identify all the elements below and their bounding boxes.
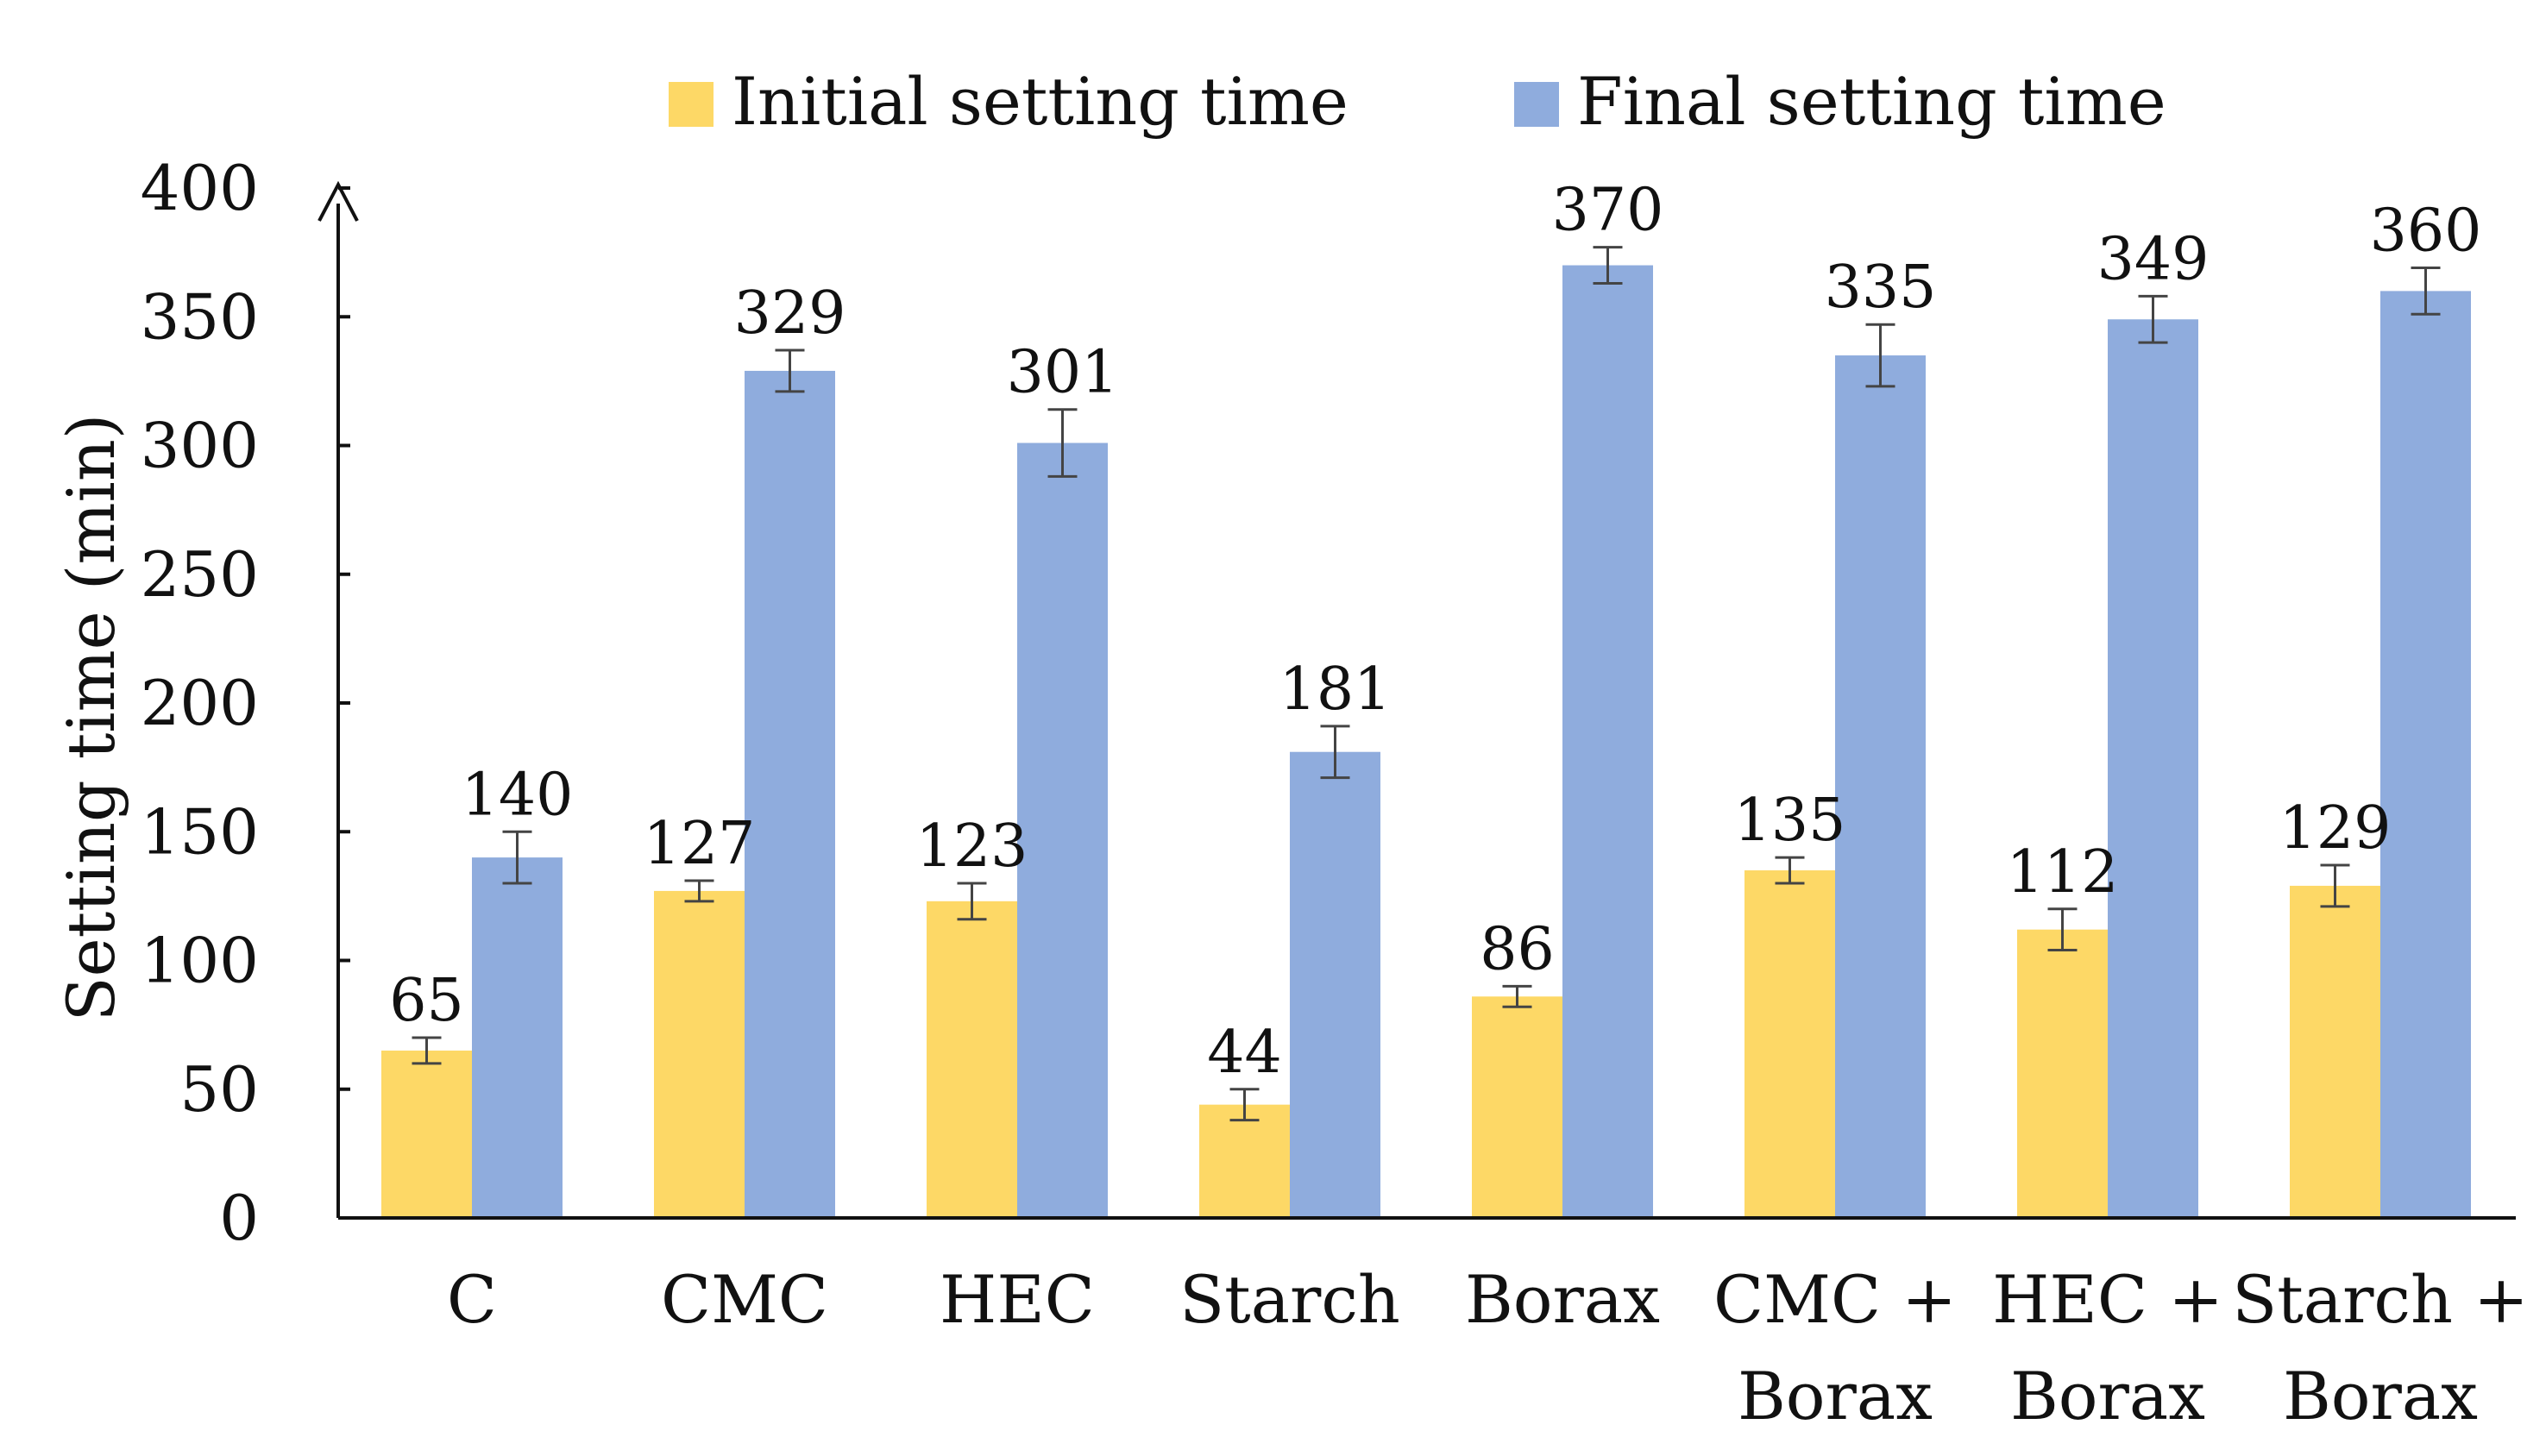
bars-layer xyxy=(381,265,2471,1218)
y-tick-label-6: 300 xyxy=(141,410,259,482)
category-label-7: Starch + xyxy=(2232,1261,2529,1338)
data-label-0-2: 123 xyxy=(916,813,1028,881)
labels-layer: 65 140 C 127 329 CMC 123 301 HEC 44 181 Starch 86 370… xyxy=(389,177,2529,1434)
bar-initial-7 xyxy=(2290,885,2380,1218)
legend-label-final: Final setting time xyxy=(1577,63,2166,140)
legend-label-initial: Initial setting time xyxy=(732,63,1348,140)
legend-swatch-initial xyxy=(669,82,714,127)
category-label-3: Starch xyxy=(1179,1261,1400,1338)
category-label-1: CMC xyxy=(661,1261,828,1338)
data-label-0-0: 65 xyxy=(389,967,464,1035)
bar-initial-3 xyxy=(1199,1104,1290,1218)
data-label-0-3: 44 xyxy=(1207,1019,1282,1087)
y-tick-label-3: 150 xyxy=(141,795,259,868)
y-axis-arrow xyxy=(317,180,359,222)
y-tick-label-1: 50 xyxy=(179,1053,259,1126)
bar-final-2 xyxy=(1017,442,1108,1218)
bar-initial-2 xyxy=(927,901,1017,1218)
bar-initial-4 xyxy=(1472,996,1562,1218)
data-label-1-4: 370 xyxy=(1552,177,1664,245)
data-label-0-7: 129 xyxy=(2279,794,2392,863)
y-tick-label-5: 250 xyxy=(141,538,259,611)
category-label-0: C xyxy=(447,1261,497,1338)
legend: Initial setting time Final setting time xyxy=(669,63,2166,140)
axes-layer: 0 50 100 150 200 250 300 350 400 xyxy=(141,152,2516,1254)
category-label-6: HEC + xyxy=(1992,1261,2223,1338)
y-tick-label-4: 200 xyxy=(141,667,259,739)
data-label-1-5: 335 xyxy=(1825,254,1937,322)
y-axis-title: Setting time (min) xyxy=(53,414,129,1022)
bar-initial-6 xyxy=(2017,929,2108,1218)
category-label-5: CMC + xyxy=(1713,1261,1957,1338)
data-label-1-1: 329 xyxy=(734,279,846,348)
bar-final-4 xyxy=(1562,265,1653,1218)
data-label-1-0: 140 xyxy=(462,761,574,829)
category-label-2: HEC xyxy=(940,1261,1095,1338)
bar-final-5 xyxy=(1835,355,1926,1218)
category-label-7-line2: Borax xyxy=(2283,1358,2478,1434)
bar-final-1 xyxy=(745,370,835,1218)
category-label-5-line2: Borax xyxy=(1738,1358,1933,1434)
data-label-0-5: 135 xyxy=(1734,787,1846,855)
data-label-0-6: 112 xyxy=(2007,838,2119,907)
data-label-0-4: 86 xyxy=(1480,915,1555,983)
error-bars-layer xyxy=(412,246,2441,1122)
data-label-1-7: 360 xyxy=(2370,198,2482,266)
category-label-6-line2: Borax xyxy=(2010,1358,2205,1434)
bar-initial-1 xyxy=(654,890,745,1218)
y-tick-label-7: 350 xyxy=(141,280,259,353)
data-label-1-2: 301 xyxy=(1007,339,1119,407)
y-tick-label-0: 0 xyxy=(219,1182,259,1254)
data-label-0-1: 127 xyxy=(644,810,756,878)
bar-final-0 xyxy=(472,857,563,1218)
bar-final-6 xyxy=(2108,319,2198,1218)
bar-initial-5 xyxy=(1744,870,1835,1218)
data-label-1-3: 181 xyxy=(1279,656,1392,724)
bar-initial-0 xyxy=(381,1050,472,1218)
category-label-4: Borax xyxy=(1465,1261,1660,1338)
legend-swatch-final xyxy=(1514,82,1559,127)
bar-final-3 xyxy=(1290,751,1380,1218)
y-tick-label-8: 400 xyxy=(141,152,259,224)
bar-final-7 xyxy=(2380,291,2471,1218)
y-tick-label-2: 100 xyxy=(141,925,259,997)
data-label-1-6: 349 xyxy=(2097,225,2210,293)
